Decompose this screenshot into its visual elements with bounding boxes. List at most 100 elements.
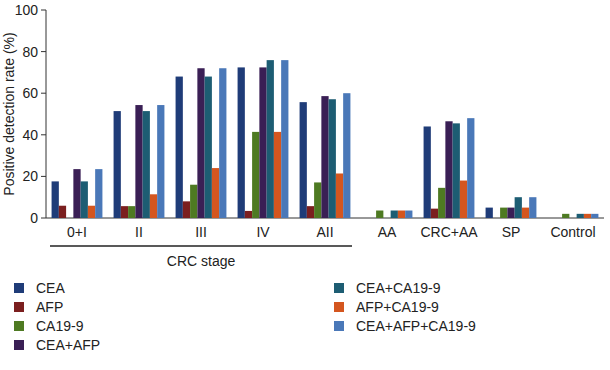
y-axis [46, 10, 47, 218]
bar [343, 93, 350, 218]
bar [212, 168, 219, 218]
bar [95, 169, 102, 218]
bar [383, 218, 390, 219]
bar [584, 214, 591, 218]
legend-label: CA19-9 [36, 318, 84, 334]
bar [522, 208, 529, 218]
legend-swatch [14, 283, 24, 293]
bar [398, 211, 405, 218]
bar [431, 209, 438, 218]
bar [591, 214, 598, 218]
bar [362, 218, 369, 219]
legend-label: CEA [36, 280, 65, 296]
bar [143, 111, 150, 218]
bar [493, 218, 500, 219]
bar [391, 211, 398, 218]
bar [467, 118, 474, 218]
bar [219, 68, 226, 218]
bar [376, 211, 383, 218]
legend-swatch [14, 321, 24, 331]
x-tick-label: 0+I [67, 224, 87, 240]
bar [73, 169, 80, 218]
bar [438, 188, 445, 218]
bar [281, 60, 288, 218]
bar [52, 181, 59, 218]
bar [259, 67, 266, 218]
bar [150, 194, 157, 218]
x-tick-label: IV [256, 224, 270, 240]
legend-swatch [14, 302, 24, 312]
legend-swatch [14, 340, 24, 350]
bar [486, 208, 493, 218]
group-label: CRC stage [167, 253, 236, 269]
bar [336, 173, 343, 218]
y-tick-label: 40 [22, 127, 38, 143]
bar [121, 206, 128, 218]
bar [555, 218, 562, 219]
bar [81, 181, 88, 218]
bar [445, 121, 452, 218]
x-tick-label: Control [550, 224, 595, 240]
chart-container: 0 20 40 60 80 100 Positive detection rate (%) 0… [0, 0, 610, 370]
bar [183, 201, 190, 218]
y-tick [41, 10, 46, 11]
y-tick [41, 176, 46, 177]
y-tick-label: 100 [15, 2, 39, 18]
bar [267, 60, 274, 218]
x-tick-label: CRC+AA [420, 224, 478, 240]
group-bracket [50, 245, 352, 246]
y-axis-label: Positive detection rate (%) [1, 32, 17, 195]
bar [197, 68, 204, 218]
legend-label: AFP+CA19-9 [356, 299, 439, 315]
bar [424, 126, 431, 218]
bar [245, 211, 252, 218]
bar [59, 206, 66, 218]
bar [252, 132, 259, 218]
bar [135, 105, 142, 218]
bar [369, 218, 376, 219]
bar [507, 208, 514, 218]
bar [569, 218, 576, 219]
y-tick-label: 80 [22, 44, 38, 60]
x-tick-label: II [135, 224, 143, 240]
bar [300, 102, 307, 218]
bar [405, 211, 412, 218]
bar [460, 181, 467, 218]
legend-label: CEA+AFP [36, 337, 100, 353]
bar [548, 218, 555, 219]
bar [190, 185, 197, 218]
bar [529, 197, 536, 218]
legend-label: AFP [36, 299, 63, 315]
legend-label: CEA+CA19-9 [356, 280, 441, 296]
y-tick [41, 218, 46, 219]
bar [157, 105, 164, 218]
chart-svg: 0 20 40 60 80 100 Positive detection rate (%) 0… [0, 0, 610, 370]
bar [88, 206, 95, 218]
legend-swatch [334, 283, 344, 293]
y-tick-label: 0 [30, 210, 38, 226]
bar [307, 206, 314, 218]
bar [66, 218, 73, 219]
bar [329, 99, 336, 218]
y-tick-label: 60 [22, 85, 38, 101]
bar [205, 77, 212, 218]
bar [453, 123, 460, 218]
bar [562, 214, 569, 218]
bar [114, 111, 121, 218]
legend-swatch [334, 302, 344, 312]
bar [321, 96, 328, 218]
y-tick [41, 51, 46, 52]
bar [515, 197, 522, 218]
bar [577, 214, 584, 218]
legend-label: CEA+AFP+CA19-9 [356, 318, 476, 334]
bar [176, 77, 183, 218]
bars [52, 60, 599, 218]
y-tick [41, 134, 46, 135]
bar [274, 132, 281, 218]
x-tick-label: AII [316, 224, 333, 240]
x-tick-label: SP [502, 224, 521, 240]
bar [238, 67, 245, 218]
bar [128, 206, 135, 218]
x-tick-label: III [195, 224, 207, 240]
y-tick-label: 20 [22, 168, 38, 184]
